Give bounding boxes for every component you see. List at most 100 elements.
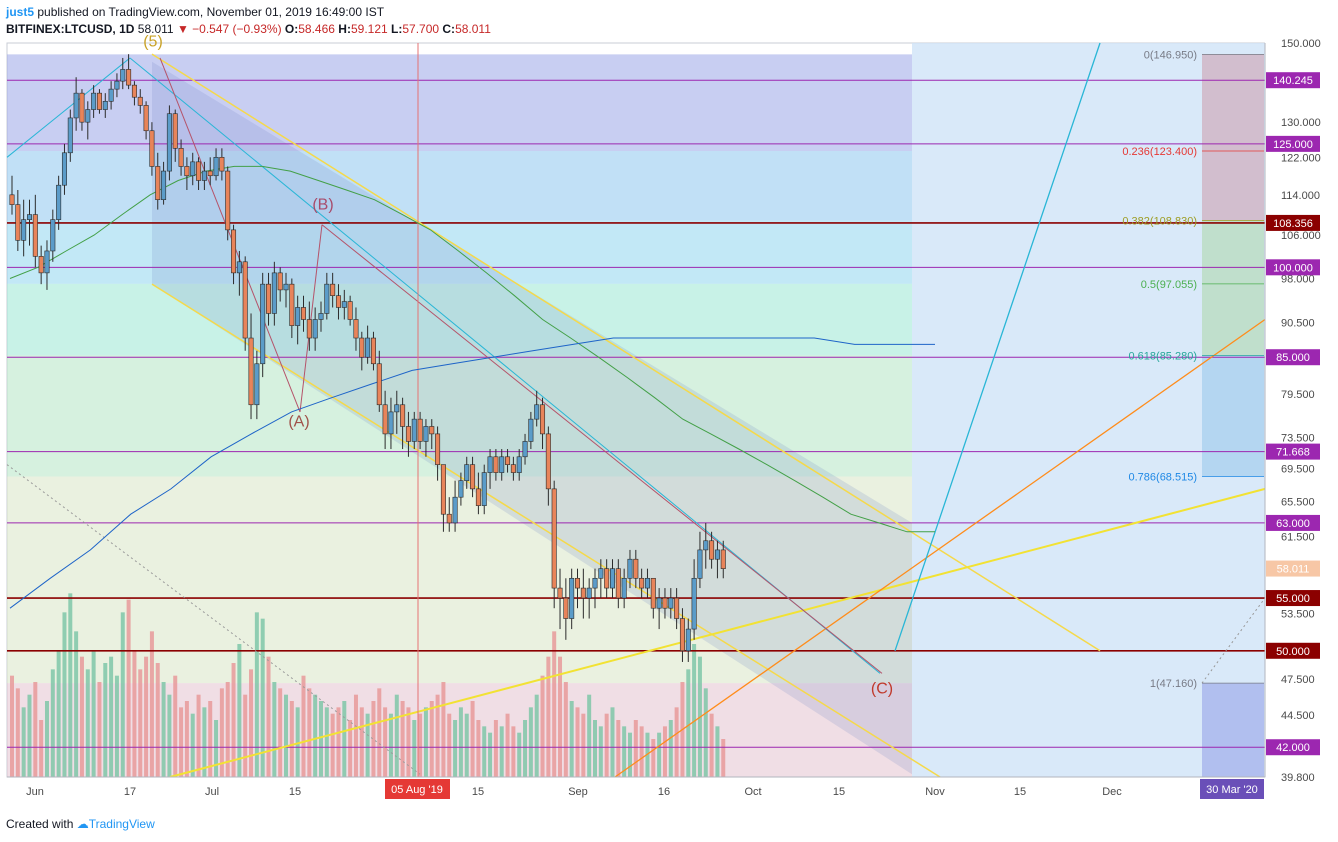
candle-body xyxy=(114,80,120,90)
candle-body xyxy=(633,558,639,579)
volume-bar xyxy=(616,720,621,777)
candle-body xyxy=(470,464,476,490)
candle-body xyxy=(545,433,551,490)
candle-body xyxy=(703,540,709,551)
volume-bar xyxy=(464,713,469,777)
volume-bar xyxy=(493,720,498,777)
price-tick-label: 53.500 xyxy=(1281,608,1315,620)
volume-bar xyxy=(91,650,96,777)
price-level-flag xyxy=(1266,514,1320,531)
created-with-text: Created with xyxy=(6,817,74,831)
volume-bar xyxy=(353,694,358,777)
fib-zone-1 xyxy=(7,150,912,221)
volume-bar xyxy=(359,707,364,777)
candle-body xyxy=(91,92,97,110)
volume-bar xyxy=(249,669,254,777)
volume-bar xyxy=(610,707,615,777)
volume-bar xyxy=(365,713,370,777)
fib-zone-0 xyxy=(7,54,912,151)
volume-bar xyxy=(488,732,493,777)
tradingview-logo-icon[interactable]: ☁ xyxy=(76,817,89,831)
candle-body xyxy=(394,404,400,413)
candle-body xyxy=(563,597,569,619)
candle-body xyxy=(609,568,615,589)
price-level-flag xyxy=(1266,259,1320,276)
volume-bar xyxy=(458,707,463,777)
volume-bar xyxy=(412,720,417,777)
candle-body xyxy=(131,84,137,98)
symbol-label: BITFINEX:LTCUSD, 1D xyxy=(6,22,135,36)
price-tick-label: 65.500 xyxy=(1281,496,1315,508)
fib-level-label: 1(47.160) xyxy=(1150,678,1197,690)
volume-bar xyxy=(68,593,73,777)
volume-bar xyxy=(173,675,178,777)
volume-bar xyxy=(103,663,108,777)
candle-body xyxy=(155,166,161,200)
volume-bar xyxy=(284,694,289,777)
high-label: H: xyxy=(338,22,351,36)
volume-bar xyxy=(511,726,516,777)
volume-bar xyxy=(126,599,131,777)
time-tick-label: Sep xyxy=(568,786,588,798)
volume-bar xyxy=(476,720,481,777)
volume-bar xyxy=(552,631,557,777)
volume-bar xyxy=(435,694,440,777)
volume-bar xyxy=(429,701,434,777)
candle-body xyxy=(510,464,516,473)
candle-body xyxy=(236,261,242,274)
candle-body xyxy=(277,272,283,291)
candle-body xyxy=(522,441,528,458)
candle-body xyxy=(411,418,417,442)
price-tick-label: 98.000 xyxy=(1281,273,1315,285)
volume-bar xyxy=(155,663,160,777)
ohlc-header: BITFINEX:LTCUSD, 1D 58.011 ▼ −0.547 (−0.… xyxy=(6,22,491,36)
candle-body xyxy=(353,319,359,339)
volume-bar xyxy=(184,701,189,777)
volume-bar xyxy=(540,675,545,777)
time-axis xyxy=(7,777,1265,803)
candle-body xyxy=(178,148,184,167)
author-name[interactable]: just5 xyxy=(6,5,35,19)
candle-body xyxy=(650,577,656,609)
volume-bar xyxy=(692,644,697,777)
candle-body xyxy=(161,170,167,200)
candle-body xyxy=(120,69,126,82)
candle-body xyxy=(487,456,493,473)
candle-body xyxy=(481,472,487,506)
volume-bar xyxy=(575,707,580,777)
volume-bar xyxy=(348,720,353,777)
volume-bar xyxy=(598,726,603,777)
tradingview-brand[interactable]: TradingView xyxy=(88,817,155,831)
candle-body xyxy=(639,577,645,589)
date-flag xyxy=(1200,779,1264,799)
volume-bar xyxy=(313,694,318,777)
volume-bar xyxy=(120,612,125,777)
candle-body xyxy=(662,597,668,609)
fib-level-label: 0(146.950) xyxy=(1144,49,1197,61)
volume-bar xyxy=(686,669,691,777)
volume-bar xyxy=(254,612,259,777)
fib-level-label: 0.5(97.055) xyxy=(1141,279,1197,291)
volume-bar xyxy=(627,732,632,777)
volume-bar xyxy=(62,612,67,777)
candle-body xyxy=(190,161,196,177)
price-level-flag xyxy=(1266,590,1320,607)
volume-bar xyxy=(470,701,475,777)
volume-bar xyxy=(657,732,662,777)
price-level-flag-label: 100.000 xyxy=(1273,262,1313,274)
volume-bar xyxy=(132,650,137,777)
candle-body xyxy=(248,337,254,406)
volume-bar xyxy=(418,713,423,777)
volume-bar xyxy=(272,682,277,777)
cyan-projection-line xyxy=(894,42,1101,651)
candle-body xyxy=(289,283,295,326)
candle-body xyxy=(26,214,32,220)
candle-body xyxy=(679,618,685,652)
wave-label: (5) xyxy=(143,34,163,51)
price-level-flag xyxy=(1266,443,1320,460)
candle-body xyxy=(137,96,143,106)
wave-line-b xyxy=(299,224,323,412)
candle-body xyxy=(691,577,697,630)
candle-body xyxy=(96,92,102,110)
